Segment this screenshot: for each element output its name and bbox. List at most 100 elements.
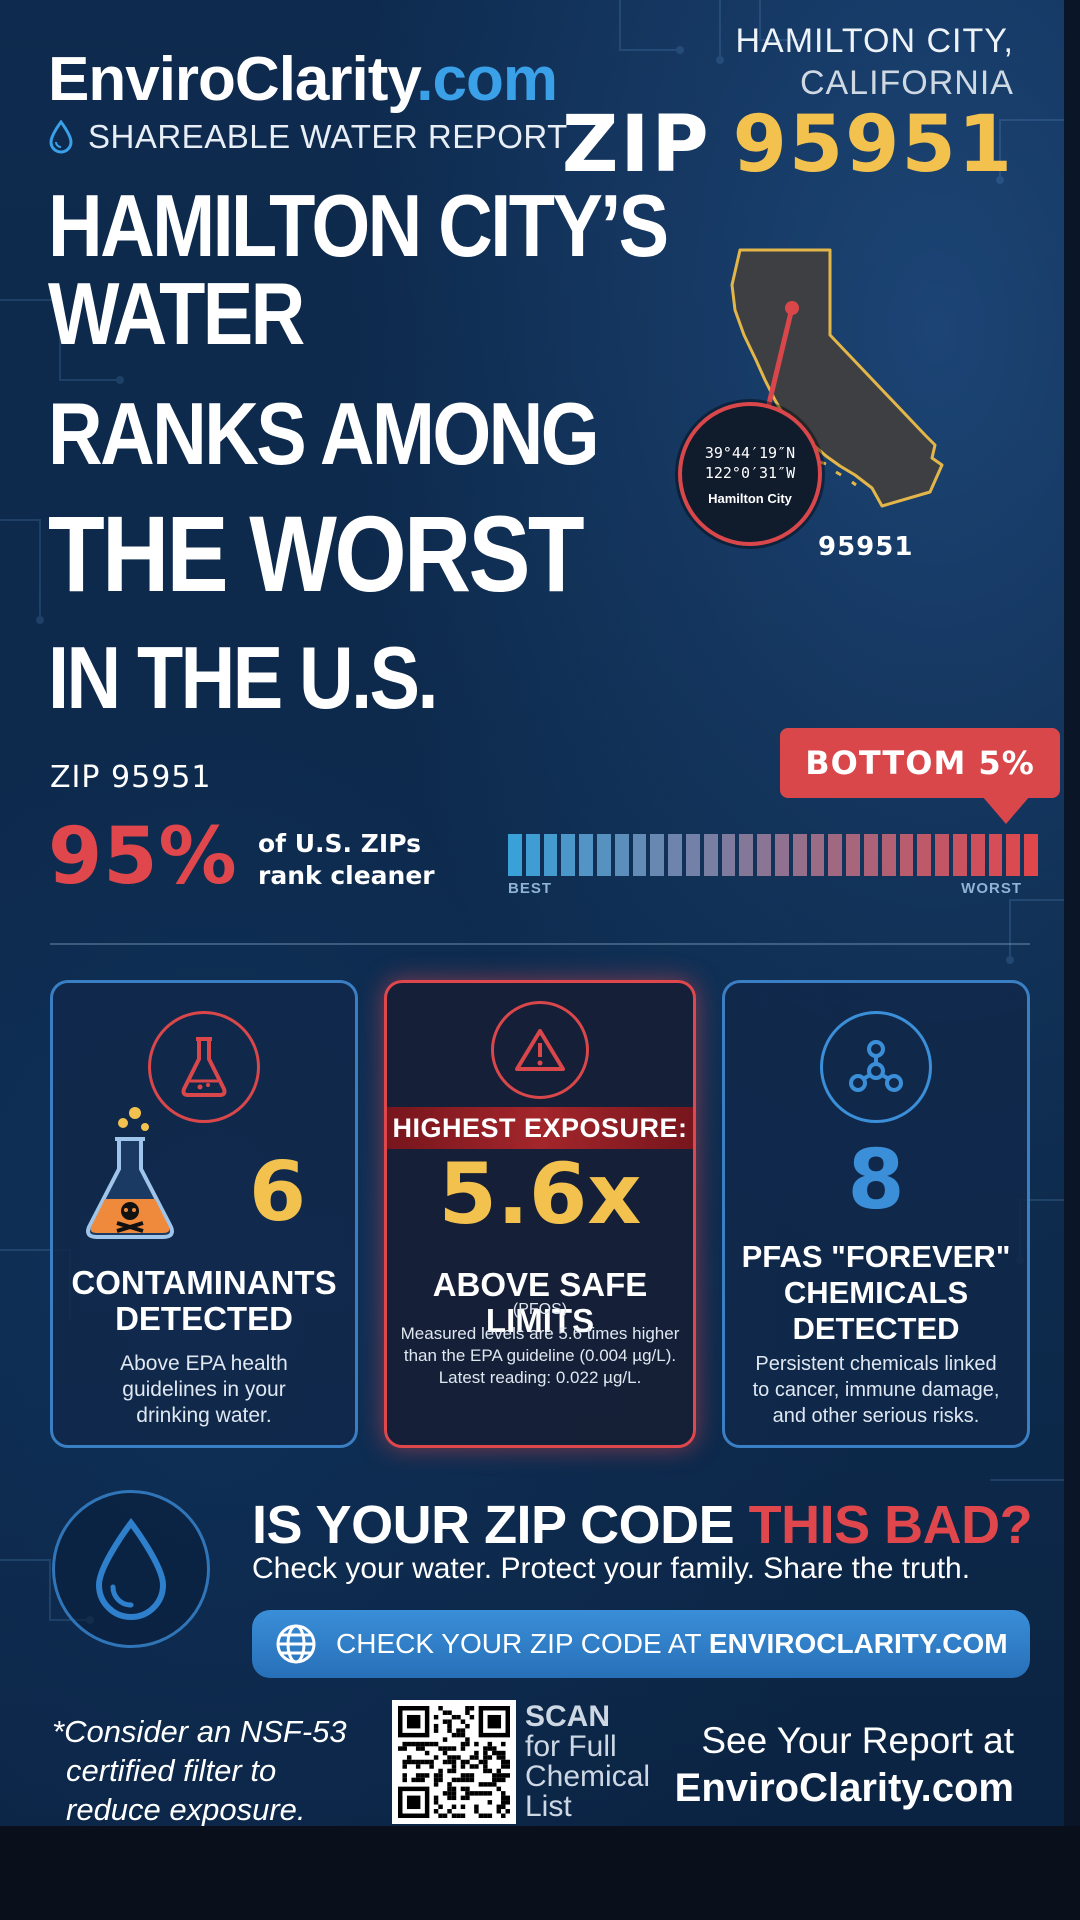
poison-flask-icon [86, 1107, 174, 1239]
ranking-text: of U.S. ZIPs rank cleaner [258, 828, 435, 892]
scale-segment [1024, 834, 1038, 876]
disclaimer-line-2: certified filter to [66, 1753, 277, 1788]
disclaimer-line-3: reduce exposure. [66, 1792, 306, 1826]
brand-logo: EnviroClarity.com [48, 44, 558, 115]
qr-code-icon[interactable] [392, 1700, 516, 1824]
headline: HAMILTON CITY’S WATER RANKS AMONG THE WO… [48, 182, 1064, 722]
scale-best-label: BEST [508, 880, 553, 897]
scale-worst-label: WORST [961, 880, 1022, 897]
map-zip-label: 95951 [818, 532, 914, 562]
scale-segment [685, 834, 700, 876]
molecule-icon [849, 1040, 903, 1092]
scan-line-4: List [525, 1790, 572, 1823]
scale-segment [846, 834, 860, 876]
ranking-text-line-1: of U.S. ZIPs [258, 829, 421, 858]
water-drop-icon [49, 120, 73, 154]
cta-title: IS YOUR ZIP CODE THIS BAD? [252, 1494, 1033, 1556]
ranking-zip: ZIP 95951 [50, 760, 212, 795]
scale-segment [935, 834, 949, 876]
coordinates-badge: 39°44′19″N 122°0′31″W Hamilton City [678, 402, 822, 546]
globe-icon [276, 1624, 316, 1664]
pfas-desc-line-3: and other serious risks. [772, 1405, 980, 1427]
scale-segment [596, 834, 611, 876]
cta-title-part-1: IS YOUR ZIP CODE [252, 1495, 749, 1555]
ranking-percent: 95% [48, 812, 238, 902]
scale-segment [508, 834, 522, 876]
bottom-band [0, 1826, 1080, 1920]
cta-subtitle: Check your water. Protect your family. S… [252, 1552, 971, 1585]
pfas-description: Persistent chemicals linked to cancer, i… [735, 1351, 1017, 1429]
latitude: 39°44′19″N [704, 443, 796, 462]
check-zip-prefix: CHECK YOUR ZIP CODE AT [336, 1628, 709, 1659]
zip-label: ZIP [561, 100, 711, 190]
exposure-desc-line-2: than the EPA guideline (0.004 µg/L). [403, 1346, 677, 1365]
location-block: HAMILTON CITY, CALIFORNIA [736, 20, 1015, 104]
scale-segment [792, 834, 807, 876]
exposure-title: ABOVE SAFE LIMITS [432, 1266, 648, 1339]
scale-segment [952, 834, 967, 876]
check-zip-button-label: CHECK YOUR ZIP CODE AT ENVIROCLARITY.COM [336, 1628, 1008, 1660]
headline-line-2: RANKS AMONG [48, 384, 600, 483]
pfas-title-line-1: PFAS "FOREVER" [741, 1239, 1011, 1274]
scale-segment [810, 834, 825, 876]
scale-segment [579, 834, 593, 876]
exposure-chemical: (PFOS) [512, 1301, 568, 1318]
cta-title-part-2: THIS BAD? [748, 1495, 1033, 1555]
pfas-card: 8 PFAS "FOREVER" CHEMICALS DETECTED Pers… [722, 980, 1030, 1448]
headline-line-4: IN THE U.S. [48, 628, 438, 727]
exposure-card: HIGHEST EXPOSURE: 5.6x ABOVE SAFE LIMITS… [384, 980, 696, 1448]
scale-segment [988, 834, 1003, 876]
check-zip-button[interactable]: CHECK YOUR ZIP CODE AT ENVIROCLARITY.COM [252, 1610, 1030, 1678]
exposure-multiplier: 5.6x [438, 1145, 642, 1243]
brand-subtitle-row: SHAREABLE WATER REPORT [48, 118, 568, 156]
headline-line-3: THE WORST [48, 493, 585, 614]
scale-segment [703, 834, 718, 876]
bottom-percent-badge: BOTTOM 5% [780, 728, 1060, 798]
scale-segment [561, 834, 576, 876]
contaminants-card: 6 CONTAMINANTS DETECTED Above EPA health… [50, 980, 358, 1448]
brand-tld: .com [416, 45, 558, 114]
scale-segment [863, 834, 878, 876]
see-report-link[interactable]: EnviroClarity.com [674, 1766, 1014, 1810]
water-drop-circle [52, 1490, 210, 1648]
scale-segment [650, 834, 665, 876]
scale-segment [917, 834, 932, 876]
scale-segment [828, 834, 843, 876]
filter-disclaimer: *Consider an NSF-53 certified filter to … [52, 1712, 347, 1826]
pfas-title-line-3: DETECTED [792, 1311, 960, 1346]
warning-triangle-icon [515, 1029, 565, 1071]
pfas-title: PFAS "FOREVER" CHEMICALS DETECTED [725, 1239, 1027, 1347]
exposure-desc-line-1: Measured levels are 5.6 times higher [400, 1324, 680, 1343]
scale-segment [774, 834, 789, 876]
contaminants-title-line-1: CONTAMINANTS [71, 1264, 337, 1301]
exposure-desc-line-3: Latest reading: 0.022 µg/L. [438, 1368, 642, 1387]
scale-segment [739, 834, 754, 876]
highest-exposure-band: HIGHEST EXPOSURE: [387, 1107, 693, 1149]
scale-segment [632, 834, 647, 876]
warning-icon-circle [491, 1001, 589, 1099]
city-name: HAMILTON CITY, [735, 22, 1014, 60]
scale-segment [721, 834, 736, 876]
scan-line-1: SCAN [525, 1700, 611, 1733]
water-drop-icon [95, 1518, 167, 1620]
longitude: 122°0′31″W [704, 463, 796, 482]
contaminants-title: CONTAMINANTS DETECTED [53, 1265, 355, 1337]
contaminants-count: 6 [249, 1145, 307, 1240]
exposure-description: Measured levels are 5.6 times higher tha… [397, 1323, 683, 1389]
scale-segment [757, 834, 771, 876]
contaminants-desc-line-3: drinking water. [136, 1404, 272, 1427]
zip-number: 95951 [732, 100, 1014, 190]
see-report-line-1: See Your Report at [701, 1720, 1014, 1761]
scan-line-3: Chemical [525, 1760, 651, 1793]
check-zip-domain: ENVIROCLARITY.COM [708, 1628, 1008, 1659]
scan-prompt: SCAN for Full Chemical List [525, 1702, 650, 1822]
contaminants-description: Above EPA health guidelines in your drin… [63, 1351, 345, 1429]
badge-pointer [982, 796, 1030, 824]
scale-segment [525, 834, 540, 876]
flask-icon [181, 1037, 227, 1097]
ranking-text-line-2: rank cleaner [258, 861, 435, 890]
right-edge-strip [1064, 0, 1080, 1826]
scale-segment [1006, 834, 1021, 876]
brand-name: EnviroClarity [48, 45, 417, 114]
pfas-desc-line-2: to cancer, immune damage, [752, 1379, 1000, 1401]
